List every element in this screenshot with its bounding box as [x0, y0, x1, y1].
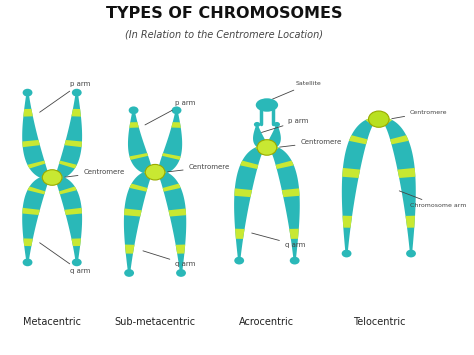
Polygon shape — [342, 118, 379, 253]
Text: q arm: q arm — [252, 233, 305, 248]
Ellipse shape — [256, 98, 278, 112]
Text: Chromosome arm: Chromosome arm — [399, 191, 466, 208]
Polygon shape — [55, 176, 63, 183]
Polygon shape — [144, 171, 152, 178]
Ellipse shape — [128, 106, 138, 114]
Polygon shape — [289, 229, 299, 239]
Ellipse shape — [42, 170, 62, 185]
Polygon shape — [155, 110, 182, 174]
Polygon shape — [22, 208, 40, 215]
Polygon shape — [124, 171, 155, 273]
Polygon shape — [59, 186, 77, 195]
Polygon shape — [23, 239, 33, 246]
Polygon shape — [158, 167, 164, 174]
Polygon shape — [64, 208, 82, 215]
Text: p arm: p arm — [145, 100, 196, 125]
Polygon shape — [405, 216, 415, 228]
Polygon shape — [379, 118, 416, 253]
Text: Telocentric: Telocentric — [353, 317, 405, 327]
Ellipse shape — [72, 89, 82, 97]
Polygon shape — [22, 176, 52, 262]
Text: q arm: q arm — [143, 251, 196, 267]
Polygon shape — [271, 146, 279, 153]
Polygon shape — [52, 176, 82, 262]
Text: Metacentric: Metacentric — [23, 317, 81, 327]
Polygon shape — [125, 245, 135, 254]
Polygon shape — [267, 146, 300, 261]
Polygon shape — [72, 239, 81, 246]
Polygon shape — [268, 144, 272, 149]
Polygon shape — [129, 122, 139, 128]
Polygon shape — [343, 216, 352, 228]
Ellipse shape — [406, 250, 416, 257]
Polygon shape — [27, 186, 45, 195]
Text: TYPES OF CHROMOSOMES: TYPES OF CHROMOSOMES — [106, 6, 343, 21]
Ellipse shape — [176, 269, 186, 277]
Polygon shape — [390, 135, 409, 144]
Polygon shape — [159, 171, 166, 178]
Polygon shape — [27, 160, 45, 169]
Polygon shape — [168, 208, 186, 217]
Ellipse shape — [273, 122, 280, 127]
Polygon shape — [155, 171, 186, 273]
Polygon shape — [383, 118, 392, 126]
Polygon shape — [267, 125, 281, 149]
Polygon shape — [176, 245, 185, 254]
Text: (In Relation to the Centromere Location): (In Relation to the Centromere Location) — [126, 30, 323, 40]
Text: Sub-metacentric: Sub-metacentric — [115, 317, 196, 327]
Polygon shape — [262, 144, 266, 149]
Polygon shape — [234, 146, 267, 261]
Text: Satellite: Satellite — [270, 81, 322, 100]
Polygon shape — [253, 125, 267, 149]
Polygon shape — [124, 208, 142, 217]
Polygon shape — [64, 140, 82, 147]
Ellipse shape — [257, 140, 277, 155]
Polygon shape — [365, 118, 374, 126]
Ellipse shape — [368, 111, 389, 127]
Ellipse shape — [254, 122, 260, 127]
Text: Centromere: Centromere — [168, 164, 230, 172]
Polygon shape — [235, 229, 245, 239]
Text: Centromere: Centromere — [65, 169, 125, 177]
Polygon shape — [129, 153, 148, 160]
Text: p arm: p arm — [262, 118, 309, 132]
Polygon shape — [162, 153, 181, 160]
Text: Centromere: Centromere — [392, 110, 447, 119]
Ellipse shape — [124, 269, 134, 277]
Text: Acrocentric: Acrocentric — [239, 317, 294, 327]
Text: Centromere: Centromere — [280, 139, 342, 147]
Polygon shape — [22, 93, 52, 179]
Polygon shape — [41, 172, 49, 179]
Polygon shape — [55, 172, 63, 179]
Polygon shape — [282, 189, 300, 197]
Polygon shape — [255, 146, 263, 153]
Polygon shape — [146, 167, 152, 174]
Polygon shape — [128, 110, 155, 174]
Ellipse shape — [23, 258, 32, 266]
Ellipse shape — [145, 164, 165, 180]
Ellipse shape — [290, 257, 300, 264]
Ellipse shape — [72, 258, 82, 266]
Ellipse shape — [172, 106, 182, 114]
Text: q arm: q arm — [40, 243, 91, 274]
Polygon shape — [171, 122, 181, 128]
Polygon shape — [240, 160, 258, 169]
Polygon shape — [349, 135, 367, 144]
Polygon shape — [397, 168, 415, 178]
Polygon shape — [22, 140, 40, 147]
Polygon shape — [163, 184, 181, 192]
Polygon shape — [52, 93, 82, 179]
Ellipse shape — [342, 250, 352, 257]
Polygon shape — [234, 189, 252, 197]
Polygon shape — [342, 168, 360, 178]
Polygon shape — [23, 109, 33, 116]
Polygon shape — [72, 109, 81, 116]
Polygon shape — [129, 184, 147, 192]
Text: p arm: p arm — [40, 81, 91, 112]
Ellipse shape — [234, 257, 244, 264]
Ellipse shape — [23, 89, 32, 97]
Polygon shape — [41, 176, 49, 183]
Polygon shape — [275, 160, 294, 169]
Polygon shape — [59, 160, 77, 169]
